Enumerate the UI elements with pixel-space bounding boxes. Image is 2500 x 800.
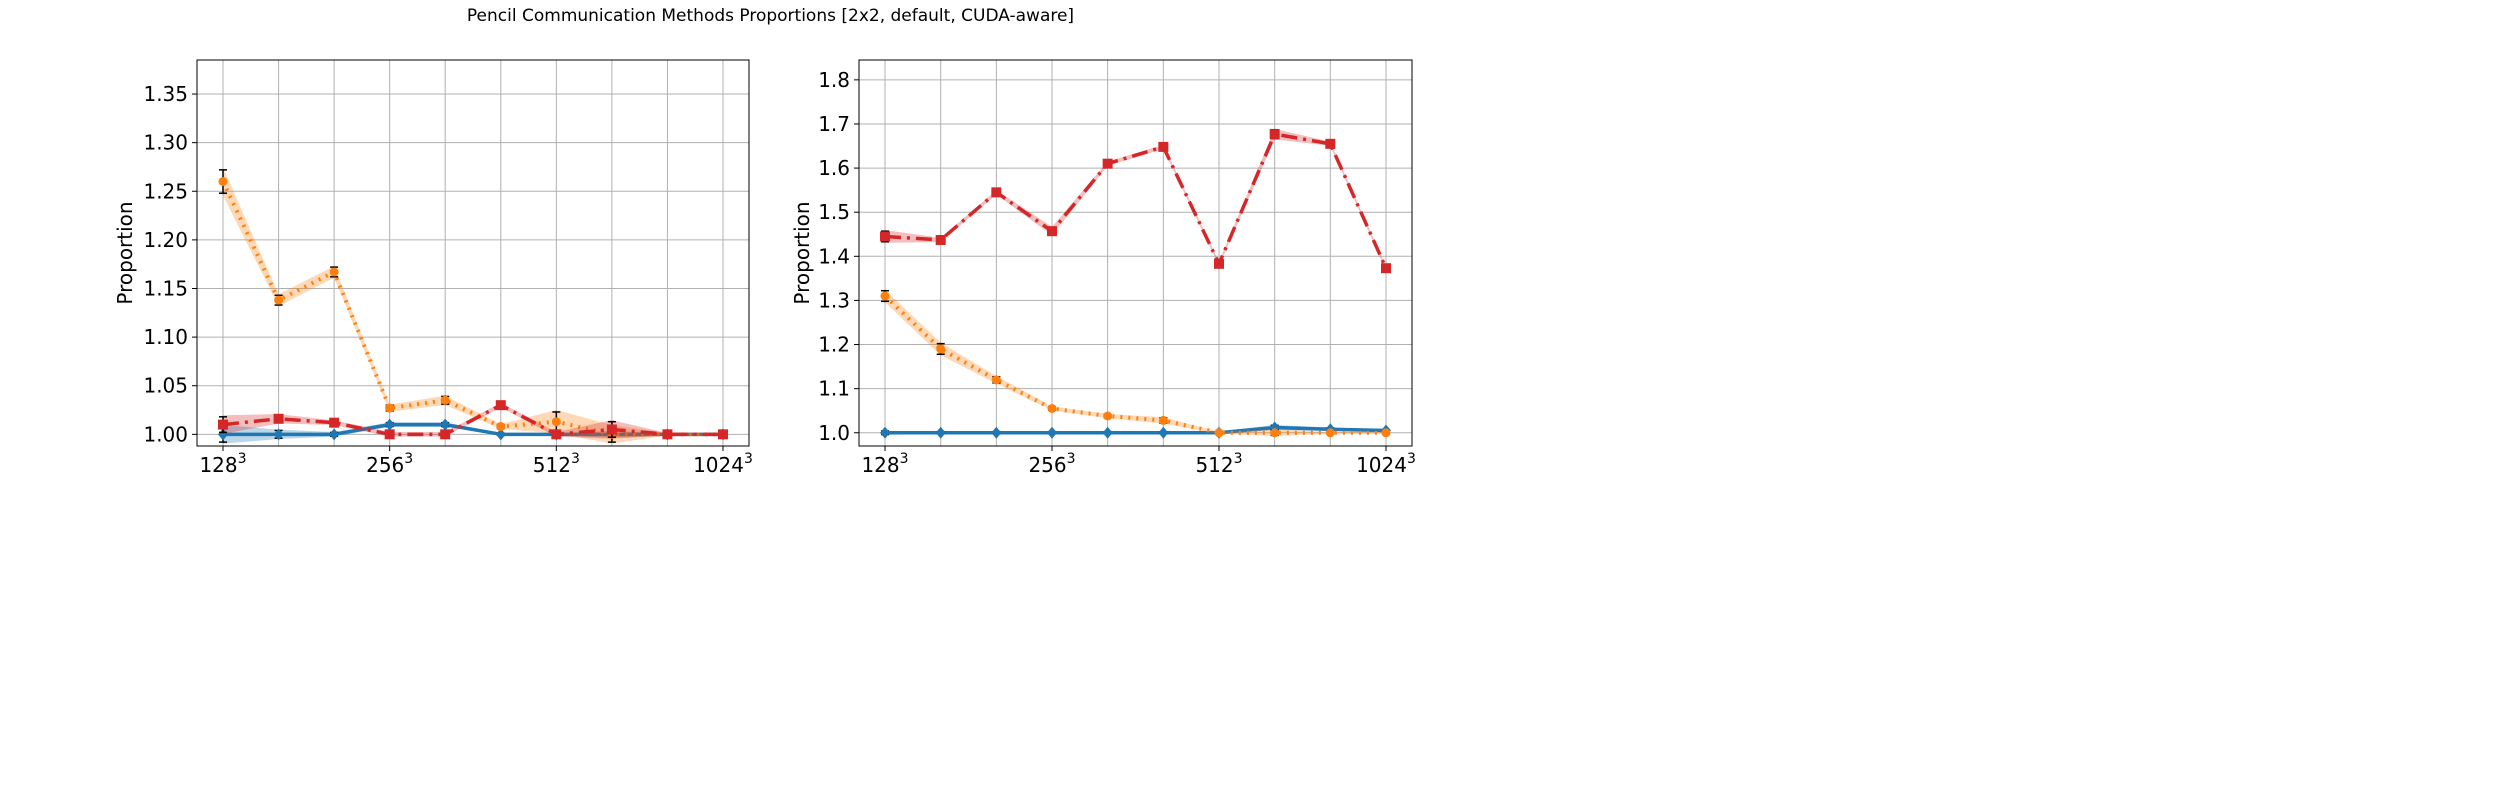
series-blue [218, 418, 728, 444]
data-point [1269, 129, 1280, 140]
data-point [440, 429, 451, 440]
data-point [1381, 428, 1391, 438]
data-point [273, 413, 284, 424]
data-point [1381, 263, 1391, 274]
confidence-band [885, 289, 1386, 436]
series-red [218, 400, 728, 440]
y-tick-label: 1.4 [818, 244, 850, 268]
figure-canvas: 1.00 1.05 1.10 1.15 1.20 1.25 1.30 1.35 1283 2563… [113, 59, 1416, 477]
x-tick-label: 2563 [1028, 451, 1075, 477]
data-point [1047, 226, 1057, 237]
data-point [496, 422, 506, 432]
plot-frame [858, 59, 1413, 447]
data-point [935, 426, 946, 439]
data-point [662, 429, 673, 440]
y-tick-label: 1.3 [818, 288, 850, 312]
data-point [991, 426, 1002, 439]
y-axis-label: Proportion [113, 201, 137, 304]
y-tick-label: 1.25 [143, 179, 188, 203]
data-point [440, 395, 450, 405]
data-point [551, 429, 562, 440]
data-point [1102, 426, 1113, 439]
confidence-band [223, 167, 723, 444]
data-point [718, 429, 728, 440]
data-point [936, 344, 946, 354]
data-point [274, 295, 284, 305]
data-point [384, 418, 395, 431]
confidence-band [885, 128, 1386, 271]
series-line [884, 132, 1388, 269]
figure-title: Pencil Communication Methods Proportions… [466, 6, 1075, 26]
chart-panel-2: 1.0 1.1 1.2 1.3 1.4 1.5 1.6 1.7 1.8 1283 2563 5123 1… [790, 59, 1416, 477]
y-tick-label: 1.6 [818, 156, 850, 180]
series-line [223, 422, 723, 437]
y-tick-label: 1.5 [818, 200, 850, 224]
data-point [1047, 426, 1057, 439]
x-tick-label: 10243 [693, 451, 753, 477]
x-tick-label: 1283 [861, 451, 908, 477]
data-point [880, 231, 890, 242]
data-point [495, 400, 506, 411]
data-point [935, 234, 946, 245]
x-tick-label: 1283 [199, 451, 246, 477]
data-point [440, 418, 451, 431]
data-point [1214, 428, 1224, 438]
data-point [1158, 141, 1169, 152]
series-blue [880, 421, 1391, 439]
data-point [880, 426, 890, 439]
y-tick-label: 1.15 [143, 276, 188, 300]
data-point [606, 424, 617, 435]
data-point [329, 428, 340, 441]
y-tick-label: 1.30 [143, 131, 188, 155]
data-point [384, 429, 395, 440]
y-tick-label: 1.2 [818, 333, 850, 357]
x-tick-label: 2563 [366, 451, 413, 477]
y-tick-label: 1.0 [818, 421, 850, 445]
data-point [495, 428, 506, 441]
series-line [222, 403, 723, 437]
data-point [1103, 411, 1113, 421]
y-tick-label: 1.20 [143, 228, 188, 252]
data-point [218, 419, 228, 430]
series-orange [218, 167, 728, 444]
data-point [329, 267, 339, 277]
data-point [1102, 158, 1113, 169]
series-line [885, 425, 1387, 435]
series-line [221, 180, 723, 437]
y-tick-label: 1.35 [143, 82, 188, 106]
data-point [1047, 404, 1057, 414]
chart-panel-1: 1.00 1.05 1.10 1.15 1.20 1.25 1.30 1.35 1283 2563… [113, 59, 753, 477]
data-point [1325, 428, 1335, 438]
x-tick-label: 10243 [1356, 451, 1416, 477]
data-point [1325, 138, 1336, 149]
data-point [1270, 428, 1280, 438]
y-tick-label: 1.7 [818, 112, 850, 136]
data-point [1158, 415, 1168, 425]
series-orange [880, 289, 1391, 438]
data-point [551, 417, 561, 427]
y-tick-label: 1.05 [143, 374, 188, 398]
data-point [880, 291, 890, 301]
y-tick-label: 1.8 [818, 68, 850, 92]
data-point [273, 428, 284, 441]
series-red [880, 128, 1391, 274]
plot-frame [196, 59, 750, 447]
data-point [1214, 258, 1224, 269]
data-point [218, 428, 228, 441]
data-point [991, 187, 1002, 198]
y-axis-label: Proportion [790, 201, 814, 304]
data-point [1158, 426, 1169, 439]
data-point [385, 403, 395, 413]
data-point [218, 177, 228, 187]
y-tick-label: 1.00 [143, 422, 188, 446]
x-tick-label: 5123 [533, 451, 580, 477]
data-point [991, 375, 1001, 385]
y-tick-label: 1.1 [818, 377, 850, 401]
y-tick-label: 1.10 [143, 325, 188, 349]
x-tick-label: 5123 [1195, 451, 1242, 477]
data-point [329, 417, 340, 428]
